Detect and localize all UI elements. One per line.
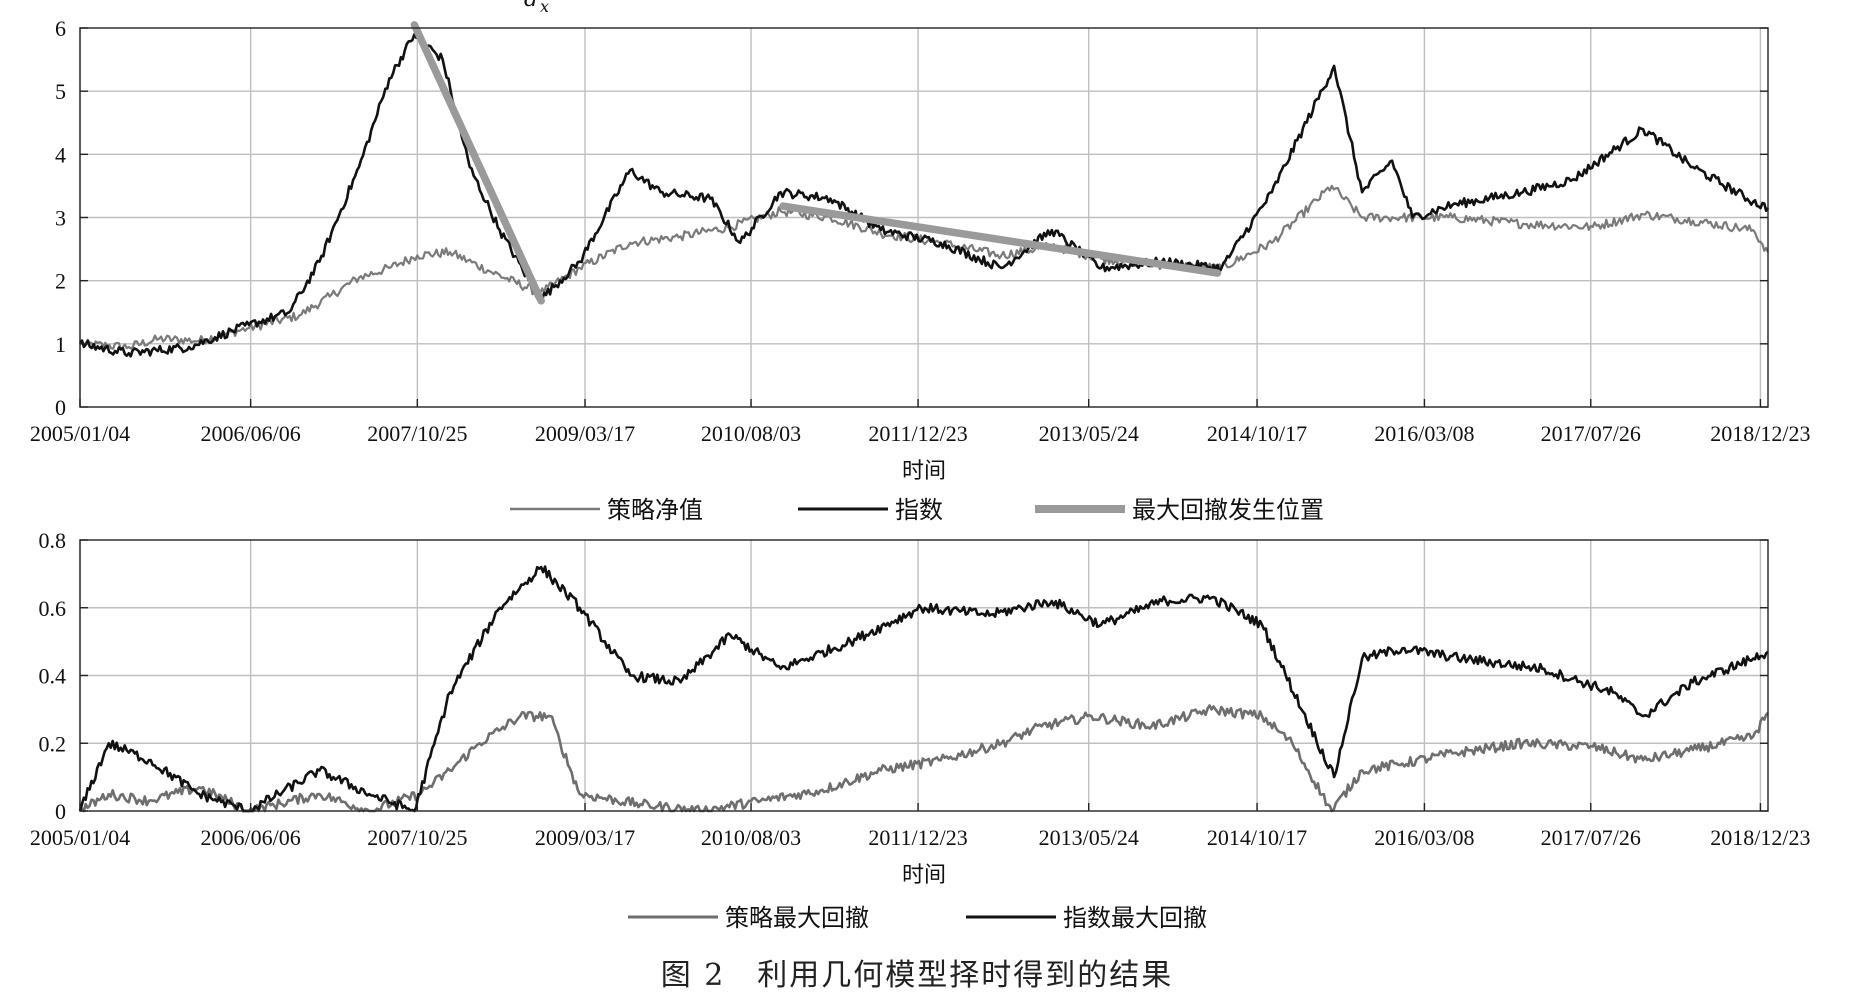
top-chart-grid (79, 28, 1768, 407)
y-tick-label: 6 (55, 16, 66, 41)
bottom-chart-series (78, 565, 1769, 813)
y-tick-label: 0 (55, 799, 66, 824)
max-drawdown-segment-2 (779, 202, 1222, 277)
figure-caption: 图 2 利用几何模型择时得到的结果 (661, 958, 1174, 993)
max-drawdown-segment-1 (410, 21, 545, 305)
bottom-chart-y-ticks: 0 0.2 0.4 0.6 0.8 (39, 528, 1768, 824)
top-chart-y-ticks: 0 1 2 3 4 5 6 (55, 16, 1768, 420)
y-tick-label: 0.6 (39, 596, 67, 621)
y-tick-label: 0.2 (39, 731, 67, 756)
top-fragment-subscript: x (540, 0, 549, 16)
legend-label: 指数 (895, 496, 943, 524)
x-tick-label: 2007/10/25 (367, 825, 467, 850)
x-tick-label: 2016/03/08 (1374, 421, 1474, 446)
x-tick-label: 2011/12/23 (868, 825, 967, 850)
bottom-chart-legend: 策略最大回撤 指数最大回撤 (628, 904, 1207, 932)
x-tick-label: 2014/10/17 (1207, 825, 1307, 850)
x-tick-label: 2018/12/23 (1710, 421, 1810, 446)
legend-label: 策略净值 (607, 496, 703, 524)
legend-label: 最大回撤发生位置 (1132, 496, 1324, 524)
drawdown-chart: 0 0.2 0.4 0.6 0.8 2005/01/04 2006/06/06 2007/1… (30, 528, 1811, 932)
x-tick-label: 2013/05/24 (1039, 421, 1139, 446)
x-tick-label: 2011/12/23 (868, 421, 967, 446)
top-chart-x-ticks: 2005/01/04 2006/06/06 2007/10/25 2009/03/17… (30, 399, 1811, 446)
x-tick-label: 2007/10/25 (367, 421, 467, 446)
x-tick-label: 2006/06/06 (201, 421, 301, 446)
x-tick-label: 2014/10/17 (1207, 421, 1307, 446)
x-tick-label: 2017/07/26 (1541, 421, 1641, 446)
x-tick-label: 2013/05/24 (1039, 825, 1139, 850)
legend-label: 策略最大回撤 (725, 904, 869, 932)
y-tick-label: 0.8 (39, 528, 67, 553)
y-tick-label: 0.4 (39, 664, 67, 689)
top-fragment-letter: d (524, 0, 538, 12)
x-tick-label: 2010/08/03 (701, 421, 801, 446)
y-tick-label: 3 (55, 206, 66, 231)
y-tick-label: 4 (55, 142, 66, 167)
series-line-1 (78, 704, 1769, 813)
legend-label: 指数最大回撤 (1063, 904, 1207, 932)
x-tick-label: 2005/01/04 (30, 421, 130, 446)
y-tick-label: 5 (55, 79, 66, 104)
y-tick-label: 2 (55, 269, 66, 294)
x-tick-label: 2006/06/06 (201, 825, 301, 850)
x-tick-label: 2018/12/23 (1710, 825, 1810, 850)
series-line-1 (79, 184, 1770, 352)
top-chart-legend: 策略净值 指数 最大回撤发生位置 (510, 496, 1324, 524)
series-line-2 (78, 565, 1769, 813)
x-tick-label: 2005/01/04 (30, 825, 130, 850)
x-tick-label: 2009/03/17 (535, 825, 635, 850)
x-tick-label: 2009/03/17 (535, 421, 635, 446)
x-tick-label: 2010/08/03 (701, 825, 801, 850)
y-tick-label: 1 (55, 332, 66, 357)
x-tick-label: 2016/03/08 (1374, 825, 1474, 850)
top-chart-series (78, 21, 1770, 358)
bottom-chart-grid (79, 540, 1768, 811)
top-chart-x-label: 时间 (902, 459, 946, 484)
series-line-2 (78, 33, 1770, 358)
bottom-chart-x-ticks: 2005/01/04 2006/06/06 2007/10/25 2009/03/17… (30, 803, 1811, 850)
x-tick-label: 2017/07/26 (1541, 825, 1641, 850)
y-tick-label: 0 (55, 395, 66, 420)
bottom-chart-x-label: 时间 (902, 863, 946, 888)
